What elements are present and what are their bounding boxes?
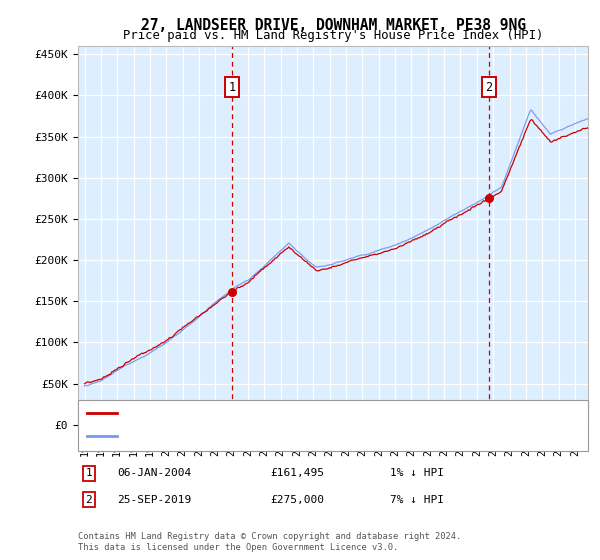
Text: 1: 1 [85, 468, 92, 478]
Text: HPI: Average price, detached house, King's Lynn and West Norfolk: HPI: Average price, detached house, King… [123, 431, 523, 441]
Text: 27, LANDSEER DRIVE, DOWNHAM MARKET, PE38 9NG (detached house): 27, LANDSEER DRIVE, DOWNHAM MARKET, PE38… [123, 408, 504, 418]
Text: 27, LANDSEER DRIVE, DOWNHAM MARKET, PE38 9NG: 27, LANDSEER DRIVE, DOWNHAM MARKET, PE38… [140, 18, 526, 33]
Text: 2: 2 [485, 81, 493, 94]
Text: Price paid vs. HM Land Registry's House Price Index (HPI): Price paid vs. HM Land Registry's House … [123, 29, 543, 42]
Text: £275,000: £275,000 [270, 494, 324, 505]
Text: 1% ↓ HPI: 1% ↓ HPI [390, 468, 444, 478]
Text: 7% ↓ HPI: 7% ↓ HPI [390, 494, 444, 505]
Text: £161,495: £161,495 [270, 468, 324, 478]
Text: Contains HM Land Registry data © Crown copyright and database right 2024.
This d: Contains HM Land Registry data © Crown c… [78, 532, 461, 552]
Text: 06-JAN-2004: 06-JAN-2004 [117, 468, 191, 478]
Text: 2: 2 [85, 494, 92, 505]
Text: 1: 1 [229, 81, 236, 94]
Text: 25-SEP-2019: 25-SEP-2019 [117, 494, 191, 505]
